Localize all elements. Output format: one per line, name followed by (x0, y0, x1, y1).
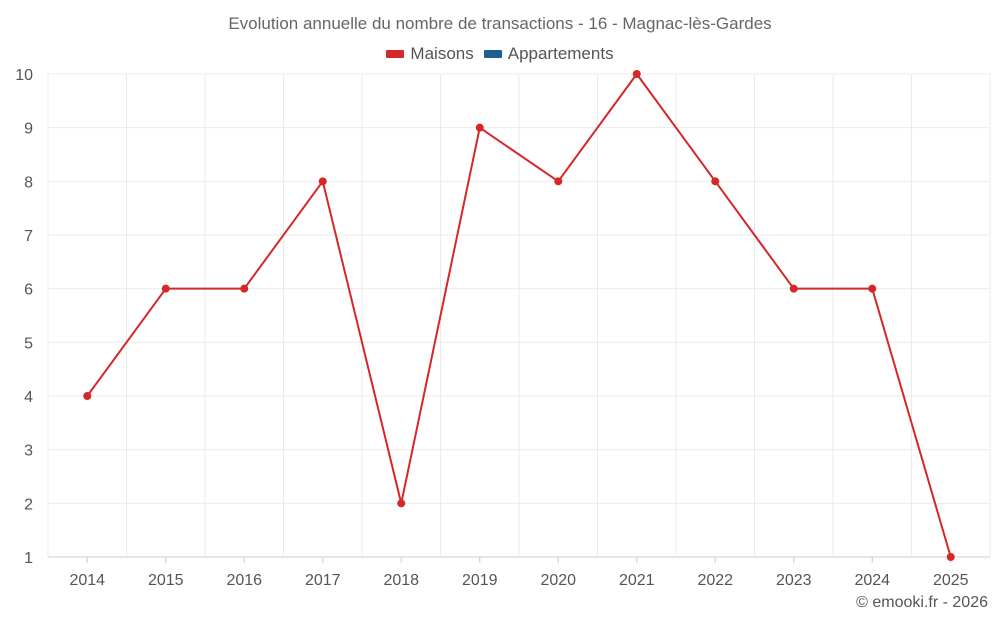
y-tick-label: 2 (24, 496, 33, 513)
legend-swatch-appartements (483, 50, 502, 58)
data-point (946, 553, 955, 561)
y-tick-label: 8 (24, 174, 33, 191)
chart-title: Evolution annuelle du nombre de transact… (228, 14, 772, 33)
x-tick-label: 2018 (383, 572, 419, 589)
x-tick-label: 2020 (540, 572, 576, 589)
y-tick-label: 6 (24, 282, 33, 299)
legend-label-maisons: Maisons (410, 44, 474, 63)
x-tick-label: 2025 (933, 572, 969, 589)
data-point (711, 177, 720, 186)
data-point (318, 177, 327, 186)
data-point (397, 499, 406, 508)
y-tick-label: 10 (15, 67, 33, 84)
x-tick-label: 2017 (305, 572, 341, 589)
credit-text: © emooki.fr - 2026 (856, 594, 988, 611)
data-point (475, 123, 484, 132)
series-line-maisons (86, 73, 952, 558)
x-tick-label: 2019 (462, 572, 498, 589)
data-point (868, 284, 877, 293)
x-tick-label: 2022 (697, 572, 733, 589)
x-tick-label: 2021 (619, 572, 655, 589)
legend-swatch-maisons (386, 50, 405, 58)
y-tick-label: 5 (24, 335, 33, 352)
data-point (789, 284, 798, 293)
legend-item-maisons[interactable]: Maisons (386, 44, 474, 64)
y-tick-label: 3 (24, 443, 33, 460)
data-point (554, 177, 563, 186)
x-tick-label: 2024 (854, 572, 890, 589)
legend-label-appartements: Appartements (507, 44, 614, 63)
x-tick-label: 2016 (226, 572, 262, 589)
legend-item-appartements[interactable]: Appartements (483, 44, 614, 64)
data-point (161, 284, 170, 293)
data-point (240, 284, 249, 293)
y-tick-label: 1 (24, 550, 33, 567)
data-point (83, 392, 92, 400)
y-tick-label: 7 (24, 228, 33, 245)
x-tick-label: 2014 (69, 572, 105, 589)
x-tick-label: 2015 (148, 572, 184, 589)
chart-legend: Maisons Appartements (0, 44, 1000, 64)
y-tick-label: 9 (24, 121, 33, 138)
y-tick-label: 4 (24, 389, 33, 406)
data-point (632, 70, 641, 78)
x-tick-label: 2023 (776, 572, 812, 589)
